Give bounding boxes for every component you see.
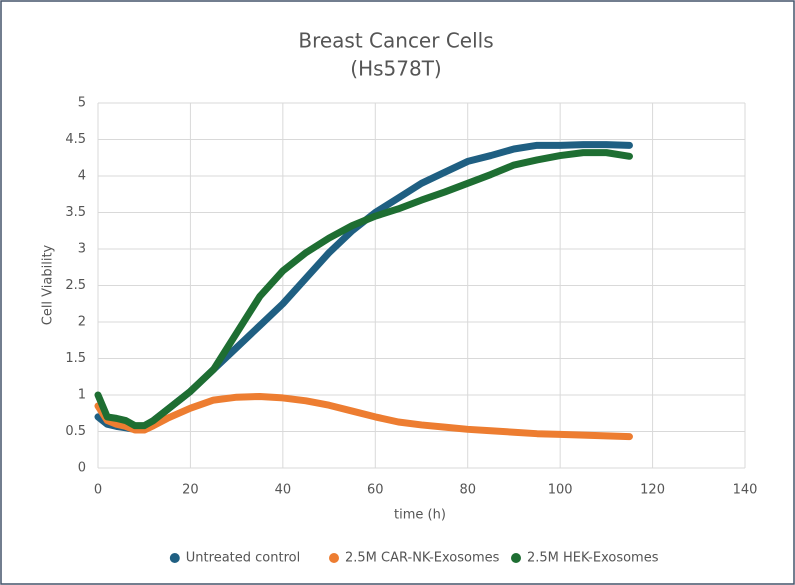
x-tick-label: 120	[640, 483, 665, 498]
legend-marker	[169, 553, 180, 563]
x-tick-label: 0	[94, 483, 102, 498]
legend-marker	[329, 553, 339, 563]
y-tick-label: 1.5	[65, 351, 86, 366]
legend-label: 2.5M HEK-Exosomes	[527, 551, 659, 566]
y-tick-label: 0.5	[65, 424, 86, 439]
chart-subtitle: (Hs578T)	[350, 57, 441, 81]
legend-label: 2.5M CAR-NK-Exosomes	[345, 551, 500, 566]
y-tick-label: 1	[78, 388, 86, 403]
x-tick-label: 80	[459, 483, 476, 498]
y-tick-label: 2.5	[65, 278, 86, 293]
x-tick-label: 20	[182, 483, 199, 498]
y-tick-label: 2	[78, 315, 86, 330]
x-tick-label: 60	[367, 483, 384, 498]
chart-title: Breast Cancer Cells	[298, 29, 493, 53]
x-tick-label: 100	[548, 483, 573, 498]
x-tick-label: 140	[733, 483, 758, 498]
x-axis-label: time (h)	[394, 508, 446, 523]
series-line	[94, 149, 633, 430]
y-tick-label: 3	[78, 242, 86, 257]
x-tick-label: 40	[275, 483, 292, 498]
y-axis-label: Cell Viability	[41, 244, 56, 325]
y-tick-label: 5	[78, 96, 86, 111]
legend-label: Untreated control	[186, 551, 300, 566]
y-tick-label: 4.5	[65, 132, 86, 147]
y-tick-label: 4	[78, 169, 86, 184]
y-tick-label: 0	[78, 461, 86, 476]
series-line	[94, 392, 633, 441]
y-tick-label: 3.5	[65, 205, 86, 220]
legend-marker	[511, 553, 521, 563]
